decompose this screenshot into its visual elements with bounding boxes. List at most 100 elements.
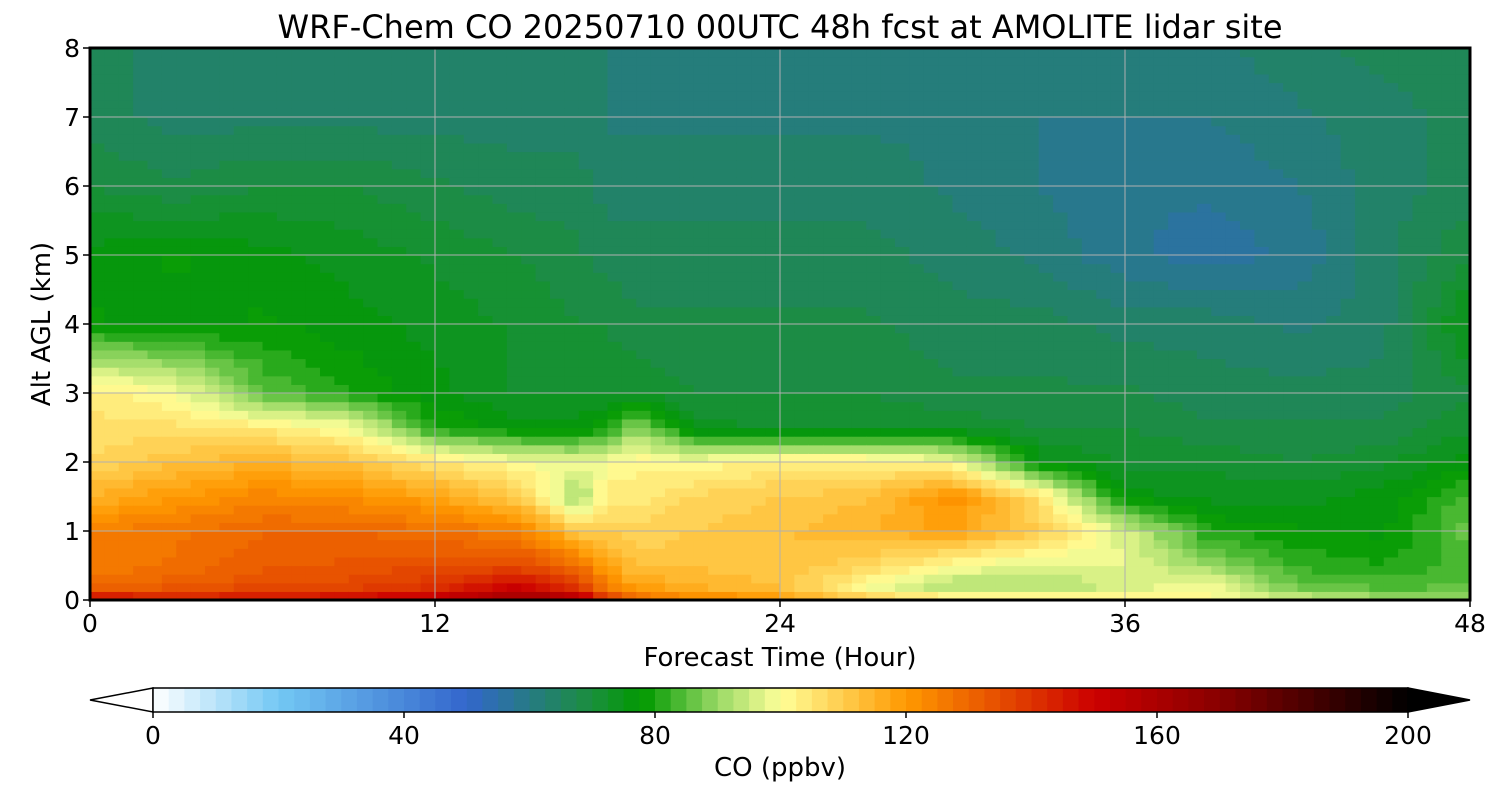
- field-cell: [1024, 324, 1040, 334]
- field-cell: [1182, 591, 1198, 600]
- field-cell: [104, 194, 120, 204]
- field-cell: [176, 280, 192, 291]
- field-cell: [765, 142, 781, 153]
- field-cell: [593, 531, 609, 541]
- field-cell: [952, 73, 968, 84]
- field-cell: [334, 168, 350, 178]
- field-cell: [118, 91, 134, 101]
- field-cell: [276, 479, 292, 489]
- field-cell: [866, 324, 882, 334]
- field-cell: [765, 548, 781, 558]
- field-cell: [578, 108, 594, 118]
- field-cell: [492, 280, 508, 291]
- field-cell: [909, 82, 925, 92]
- field-cell: [722, 367, 738, 377]
- field-cell: [118, 436, 134, 446]
- field-cell: [104, 522, 120, 532]
- field-cell: [291, 65, 307, 75]
- field-cell: [1139, 565, 1155, 575]
- field-cell: [794, 539, 810, 549]
- field-cell: [607, 367, 623, 377]
- field-cell: [794, 565, 810, 575]
- field-cell: [1081, 470, 1097, 480]
- field-cell: [1110, 108, 1126, 118]
- field-cell: [564, 548, 580, 558]
- field-cell: [736, 272, 752, 282]
- field-cell: [320, 56, 335, 66]
- field-cell: [1196, 263, 1212, 273]
- field-cell: [1125, 211, 1140, 222]
- field-cell: [851, 513, 867, 523]
- field-cell: [607, 401, 623, 411]
- field-cell: [665, 401, 680, 411]
- field-cell: [118, 401, 134, 411]
- field-cell: [550, 289, 565, 299]
- field-cell: [751, 332, 767, 342]
- field-cell: [1110, 332, 1126, 342]
- field-cell: [636, 539, 652, 549]
- field-cell: [708, 99, 724, 109]
- field-cell: [823, 203, 839, 213]
- field-cell: [679, 246, 695, 256]
- field-cell: [1125, 358, 1140, 368]
- field-cell: [1182, 151, 1198, 161]
- field-cell: [851, 548, 867, 558]
- field-cell: [751, 142, 767, 153]
- field-cell: [665, 462, 680, 472]
- field-cell: [205, 108, 220, 118]
- field-cell: [909, 99, 925, 109]
- field-cell: [981, 142, 997, 153]
- field-cell: [176, 203, 192, 213]
- field-cell: [521, 418, 537, 429]
- field-cell: [435, 160, 450, 170]
- field-cell: [966, 367, 982, 377]
- field-cell: [1010, 418, 1025, 429]
- field-cell: [320, 65, 335, 75]
- field-cell: [650, 99, 666, 109]
- field-cell: [506, 401, 522, 411]
- field-cell: [219, 453, 235, 463]
- field-cell: [348, 470, 364, 480]
- field-cell: [1010, 280, 1025, 291]
- field-cell: [291, 56, 307, 66]
- field-cell: [1168, 393, 1184, 403]
- field-cell: [1153, 272, 1169, 282]
- field-cell: [780, 436, 795, 446]
- field-cell: [851, 393, 867, 403]
- field-cell: [780, 565, 795, 575]
- field-cell: [578, 306, 594, 316]
- field-cell: [550, 349, 565, 360]
- field-cell: [938, 125, 954, 135]
- field-cell: [219, 332, 235, 342]
- field-cell: [1182, 142, 1198, 153]
- field-cell: [564, 211, 580, 222]
- field-cell: [765, 324, 781, 334]
- field-cell: [463, 556, 479, 567]
- field-cell: [1081, 211, 1097, 222]
- field-cell: [276, 393, 292, 403]
- field-cell: [578, 151, 594, 161]
- field-cell: [1024, 315, 1040, 325]
- field-cell: [1182, 56, 1198, 66]
- field-cell: [995, 436, 1011, 446]
- field-cell: [463, 280, 479, 291]
- field-cell: [938, 237, 954, 247]
- field-cell: [90, 574, 105, 584]
- field-cell: [851, 306, 867, 316]
- field-cell: [506, 229, 522, 239]
- field-cell: [262, 246, 278, 256]
- field-cell: [880, 306, 896, 316]
- field-cell: [219, 203, 235, 213]
- field-cell: [550, 246, 565, 256]
- field-cell: [147, 186, 163, 196]
- field-cell: [535, 263, 551, 273]
- field-cell: [808, 73, 824, 84]
- field-cell: [363, 522, 379, 532]
- field-cell: [334, 194, 350, 204]
- field-cell: [895, 393, 910, 403]
- field-cell: [492, 186, 508, 196]
- field-cell: [291, 565, 307, 575]
- field-cell: [492, 582, 508, 592]
- field-cell: [276, 280, 292, 291]
- field-cell: [938, 263, 954, 273]
